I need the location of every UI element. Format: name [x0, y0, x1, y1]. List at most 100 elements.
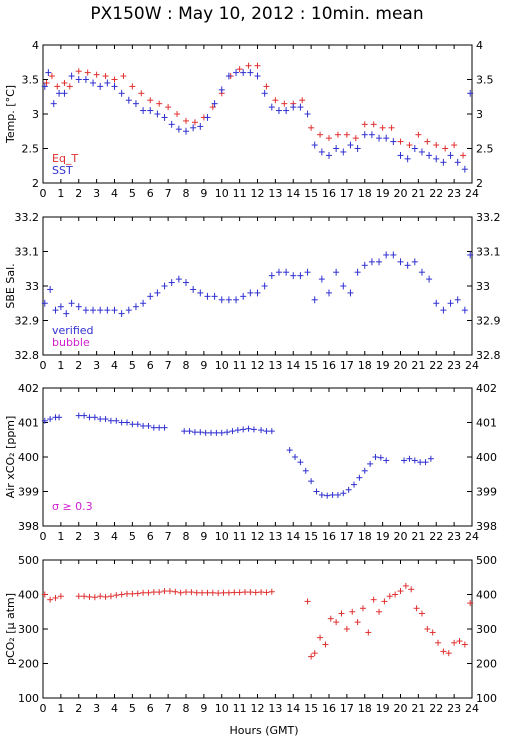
pco2-data-point: [327, 615, 334, 622]
temperature-x-tick-label: 19: [376, 187, 390, 200]
temperature-data-point: [254, 62, 261, 69]
salinity-data-point: [175, 275, 182, 283]
salinity-plot-frame: [42, 216, 473, 356]
salinity-x-tick-label: 1: [57, 359, 64, 372]
pco2-data-point: [370, 596, 377, 603]
pco2-data-point: [263, 589, 270, 596]
pco2-data-point: [91, 594, 98, 601]
pco2-data-point: [204, 589, 211, 596]
temperature-data-point: [225, 72, 232, 80]
air-xco2-data-point: [118, 419, 125, 426]
temperature-x-tick-label: 8: [183, 187, 190, 200]
pco2-data-point: [397, 588, 404, 595]
temperature-y-tick-label-left: 4: [32, 39, 39, 52]
pco2-data-point: [172, 588, 179, 595]
air-xco2-y-tick-label-right: 398: [476, 520, 497, 533]
temperature-data-point: [308, 124, 315, 131]
salinity-data-point: [390, 251, 397, 259]
air-xco2-data-point: [361, 467, 368, 474]
temperature-series-blue: [41, 69, 474, 173]
pco2-y-axis-label: pCO₂ [µ atm]: [4, 593, 17, 665]
air-xco2-data-point: [240, 426, 247, 433]
temperature-data-point: [311, 141, 318, 149]
salinity-data-point: [90, 306, 97, 314]
pco2-x-tick-label: 13: [268, 702, 282, 715]
air-xco2-y-tick-label-right: 401: [476, 417, 497, 430]
pco2-data-point: [209, 589, 216, 596]
temperature-data-point: [442, 145, 449, 152]
pco2-y-tick-label-left: 200: [18, 658, 39, 671]
temperature-data-point: [197, 122, 204, 130]
salinity-data-point: [247, 289, 254, 297]
temperature-data-point: [318, 148, 325, 156]
salinity-data-point: [268, 272, 275, 280]
salinity-legend-entry: bubble: [52, 336, 90, 349]
air-xco2-x-tick-label: 3: [93, 530, 100, 543]
pco2-y-tick-label-right: 500: [476, 554, 497, 567]
air-xco2-panel: 0 1 2 3 4 5 6 7 8 9 10 11 12 13 14 15 16 17 18 19 20 21 22 23 24…: [4, 382, 497, 543]
air-xco2-y-tick-label-left: 401: [18, 417, 39, 430]
air-xco2-x-tick-label: 21: [411, 530, 425, 543]
temperature-data-point: [82, 76, 89, 83]
temperature-data-point: [97, 82, 104, 90]
temperature-data-point: [447, 151, 454, 159]
pco2-data-point: [166, 588, 173, 595]
salinity-data-point: [190, 286, 197, 293]
salinity-y-tick-label-right: 33.1: [476, 246, 501, 259]
pco2-x-tick-label: 14: [286, 702, 300, 715]
air-xco2-x-tick-label: 15: [304, 530, 318, 543]
temperature-data-point: [45, 69, 52, 77]
air-xco2-data-point: [318, 491, 325, 498]
temperature-y-tick-label-left: 3: [32, 108, 39, 121]
temperature-y-tick-label-left: 3.5: [22, 74, 40, 87]
pco2-data-point: [408, 586, 415, 593]
salinity-data-point: [454, 296, 461, 304]
pco2-y-tick-label-left: 300: [18, 623, 39, 636]
temperature-data-point: [191, 119, 198, 126]
temperature-data-point: [424, 138, 431, 145]
air-xco2-data-point: [91, 414, 98, 421]
pco2-data-point: [118, 591, 125, 598]
temperature-data-point: [236, 66, 243, 73]
salinity-data-point: [297, 272, 304, 280]
air-xco2-data-point: [208, 429, 215, 436]
salinity-y-tick-label-right: 32.9: [476, 315, 501, 328]
pco2-x-tick-label: 7: [165, 702, 172, 715]
air-xco2-data-point: [313, 488, 320, 495]
salinity-data-point: [347, 289, 354, 297]
salinity-x-tick-label: 7: [165, 359, 172, 372]
pco2-data-point: [236, 589, 243, 596]
pco2-x-tick-label: 1: [57, 702, 64, 715]
air-xco2-x-tick-label: 23: [447, 530, 461, 543]
air-xco2-x-tick-label: 16: [322, 530, 336, 543]
temperature-x-tick-label: 18: [358, 187, 372, 200]
pco2-y-tick-label-right: 300: [476, 623, 497, 636]
air-xco2-data-point: [75, 412, 82, 419]
salinity-data-point: [132, 303, 139, 311]
air-xco2-x-tick-label: 10: [215, 530, 229, 543]
temperature-data-point: [281, 100, 288, 107]
air-xco2-data-point: [202, 429, 209, 436]
air-xco2-x-tick-label: 9: [200, 530, 207, 543]
pco2-data-point: [456, 638, 463, 645]
temperature-data-point: [379, 124, 386, 131]
pco2-data-point: [75, 593, 82, 600]
pco2-x-tick-label: 16: [322, 702, 336, 715]
temperature-data-point: [418, 148, 425, 156]
air-xco2-x-tick-label: 5: [129, 530, 136, 543]
salinity-y-tick-label-right: 32.8: [476, 349, 501, 362]
pco2-data-point: [308, 653, 315, 660]
temperature-data-point: [467, 89, 474, 97]
salinity-data-point: [304, 268, 311, 276]
pco2-data-point: [199, 589, 206, 596]
pco2-data-point: [429, 629, 436, 636]
temperature-data-point: [454, 158, 461, 166]
air-xco2-x-tick-label: 20: [394, 530, 408, 543]
salinity-x-tick-label: 17: [340, 359, 354, 372]
temperature-data-point: [247, 69, 254, 77]
pco2-x-tick-label: 24: [465, 702, 479, 715]
pco2-data-point: [193, 589, 200, 596]
pco2-data-point: [418, 610, 425, 617]
pco2-data-point: [311, 650, 318, 657]
